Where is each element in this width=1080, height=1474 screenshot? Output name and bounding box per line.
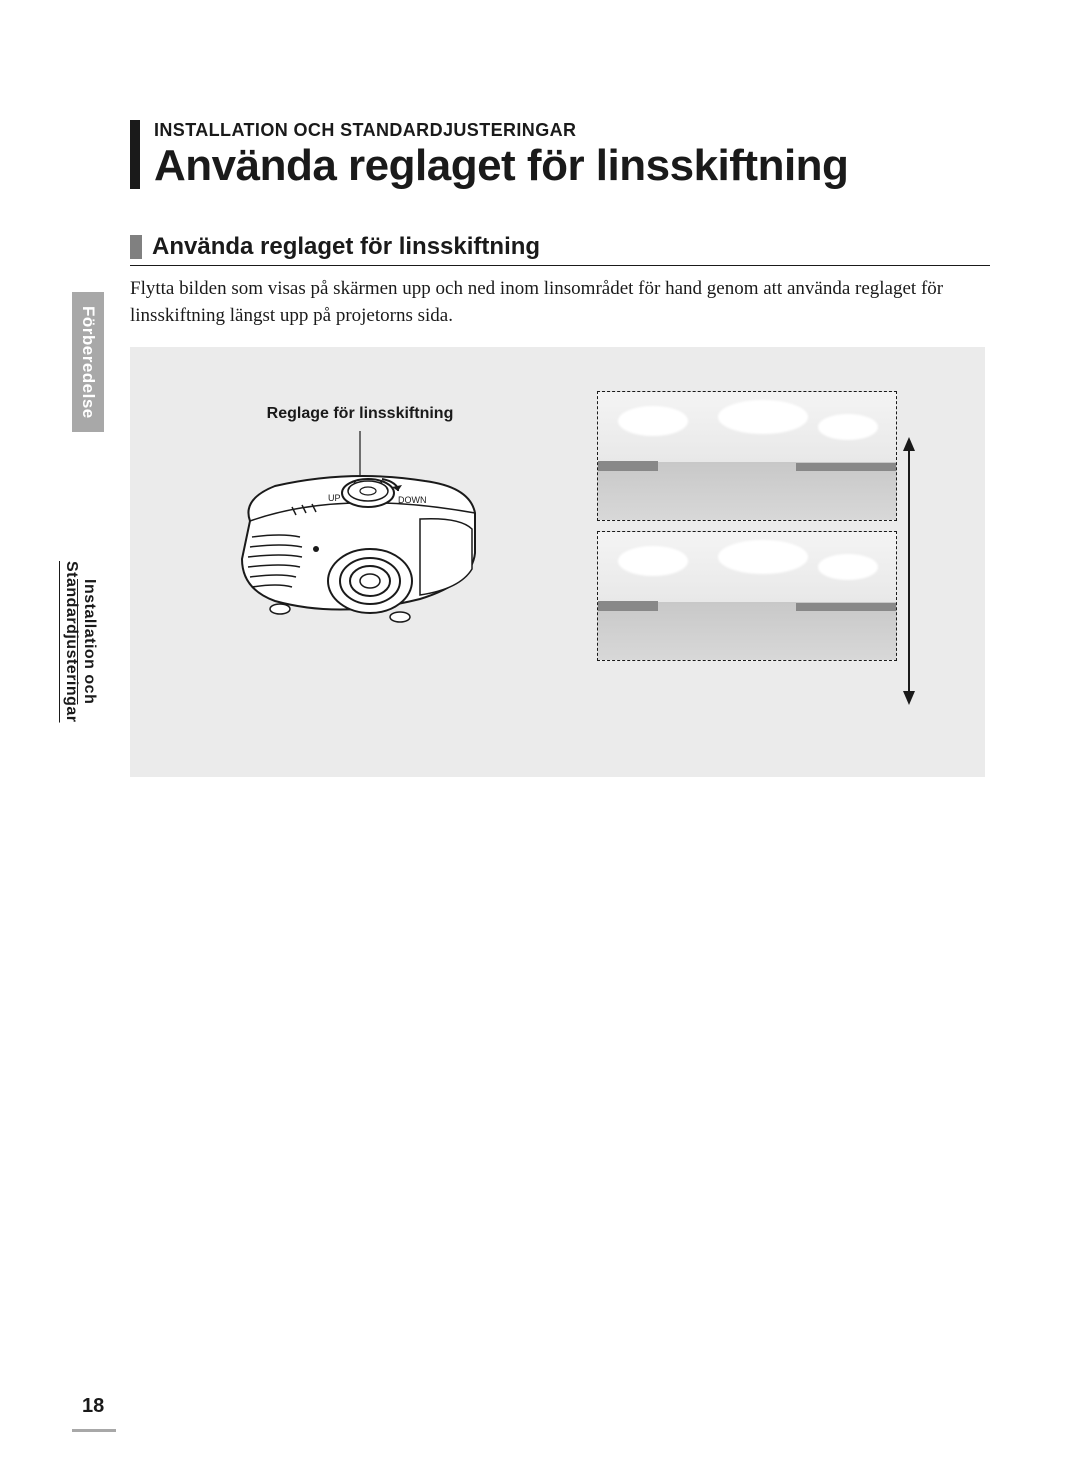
page-number: 18: [82, 1395, 104, 1418]
vertical-shift-arrow-icon: [901, 437, 917, 705]
dial-up-label: UP: [328, 493, 341, 503]
projector-illustration: UP DOWN: [220, 431, 500, 636]
section-title: Använda reglaget för linsskiftning: [152, 233, 540, 261]
page: Förberedelse Installation och Standardju…: [0, 0, 1080, 1474]
section-heading: Använda reglaget för linsskiftning: [130, 233, 990, 266]
header-overline: INSTALLATION OCH STANDARDJUSTERINGAR: [154, 120, 990, 141]
projector-label: Reglage för linsskiftning: [170, 405, 550, 423]
page-title: Använda reglaget för linsskiftning: [154, 143, 990, 189]
projector-figure: Reglage för linsskiftning: [170, 405, 550, 636]
lens-shift-diagram: [597, 391, 937, 671]
shifted-image-down: [597, 531, 897, 661]
figure-container: Reglage för linsskiftning: [130, 347, 985, 777]
page-number-underline: [72, 1429, 116, 1432]
section-body: Flytta bilden som visas på skärmen upp o…: [130, 276, 990, 329]
shifted-image-up: [597, 391, 897, 521]
dial-down-label: DOWN: [398, 495, 427, 505]
side-tab-preparation: Förberedelse: [72, 292, 104, 432]
side-tab-installation: Installation och Standardjusteringar: [72, 502, 104, 782]
side-tabs: Förberedelse Installation och Standardju…: [72, 292, 104, 782]
section-bar-icon: [130, 235, 142, 259]
page-header: INSTALLATION OCH STANDARDJUSTERINGAR Anv…: [130, 120, 990, 189]
